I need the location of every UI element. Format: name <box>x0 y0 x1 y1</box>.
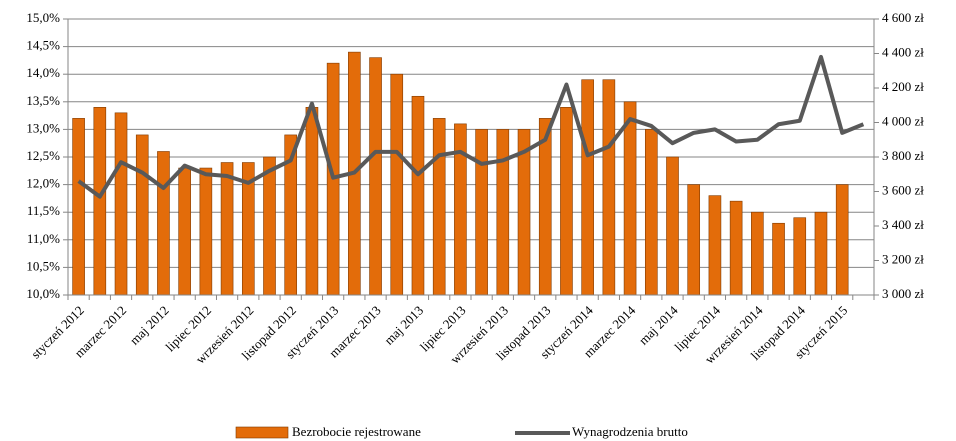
bar <box>305 107 319 296</box>
bar <box>432 118 446 296</box>
bar <box>496 129 510 296</box>
bar <box>708 195 722 296</box>
bar <box>390 73 404 296</box>
bar <box>411 95 425 296</box>
bar <box>93 107 107 296</box>
y2-tick-label: 3 200 zł <box>882 251 924 266</box>
bar <box>644 129 658 296</box>
y2-tick-label: 3 800 zł <box>882 148 924 163</box>
bar <box>199 167 213 296</box>
bar <box>220 162 234 296</box>
y-tick-label: 15,0% <box>26 10 60 25</box>
bar <box>263 156 276 296</box>
y-tick-label: 14,5% <box>26 38 60 53</box>
legend-swatch <box>235 426 289 439</box>
y2-tick-label: 4 000 zł <box>882 113 924 128</box>
line <box>77 54 865 199</box>
bar <box>157 151 170 296</box>
legend-label: Bezrobocie rejestrowane <box>292 424 421 439</box>
y-tick-label: 12,5% <box>26 148 60 163</box>
bar <box>623 101 637 296</box>
y-tick-label: 11,5% <box>27 203 60 218</box>
bar <box>475 129 488 296</box>
bar <box>814 211 828 296</box>
bar <box>114 112 128 296</box>
y-tick-label: 10,5% <box>26 258 60 273</box>
bar <box>602 79 616 296</box>
bar <box>687 184 701 296</box>
bar <box>729 200 743 296</box>
y2-tick-label: 3 000 zł <box>882 286 924 301</box>
bar <box>538 118 552 296</box>
y-tick-label: 10,0% <box>26 286 60 301</box>
legend-label: Wynagrodzenia brutto <box>572 424 688 439</box>
y-tick-label: 13,0% <box>26 120 60 135</box>
bar <box>666 156 679 296</box>
y-tick-label: 11,0% <box>27 231 60 246</box>
y2-tick-label: 3 400 zł <box>882 217 924 232</box>
y2-tick-label: 3 600 zł <box>882 182 924 197</box>
y2-tick-label: 4 600 zł <box>882 10 924 25</box>
bar <box>835 184 849 296</box>
bar <box>178 167 191 296</box>
bar <box>369 57 382 296</box>
bar <box>772 222 785 296</box>
y-tick-label: 13,5% <box>26 93 60 108</box>
y2-tick-label: 4 400 zł <box>882 44 924 59</box>
bar <box>454 123 467 296</box>
y-tick-label: 12,0% <box>26 176 60 191</box>
bar <box>135 134 149 296</box>
y-tick-label: 14,0% <box>26 65 60 80</box>
y2-tick-label: 4 200 zł <box>882 79 924 94</box>
bar <box>581 79 594 296</box>
bar <box>560 107 573 296</box>
bar <box>72 118 85 296</box>
bar <box>751 211 764 296</box>
bar <box>793 217 807 296</box>
